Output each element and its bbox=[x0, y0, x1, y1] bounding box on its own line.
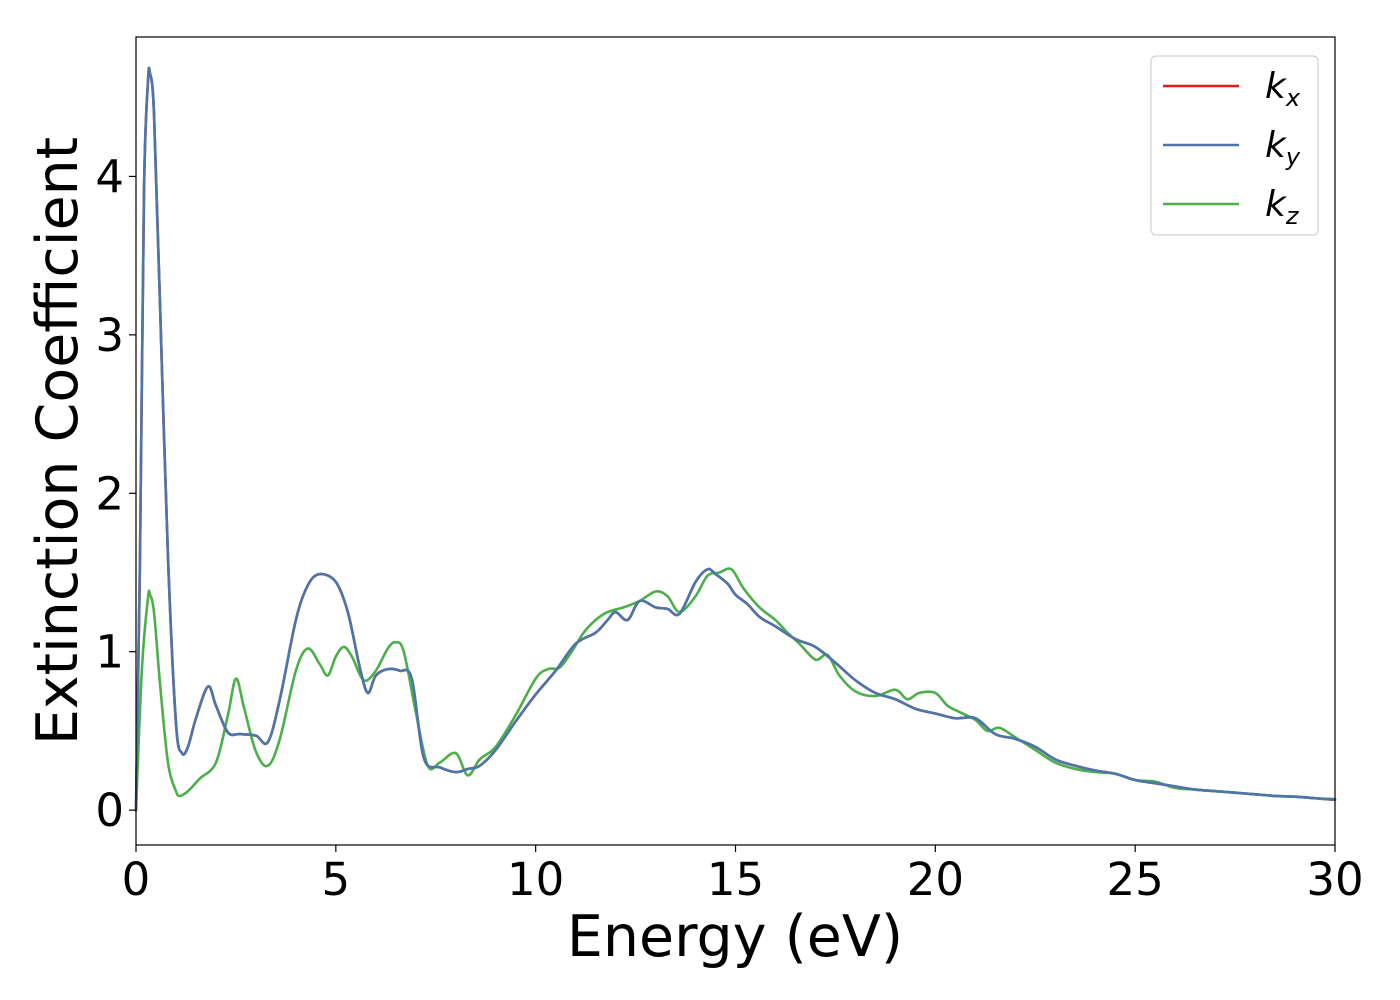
y-tick-label: 1 bbox=[95, 626, 124, 679]
ticks-layer: 0 5 10 15 20 25 30 0 1 2 3 4 bbox=[95, 150, 1363, 906]
legend-label-subscript: z bbox=[1285, 202, 1300, 230]
legend-label-z: kz bbox=[1265, 184, 1300, 230]
x-tick-label: 20 bbox=[907, 853, 964, 906]
series-layer bbox=[134, 66, 1337, 812]
y-tick-label: 2 bbox=[95, 467, 124, 520]
y-tick-label: 3 bbox=[95, 309, 124, 362]
legend-label-base: k bbox=[1265, 66, 1288, 107]
legend-label-subscript: x bbox=[1285, 84, 1301, 112]
x-tick-label: 30 bbox=[1306, 853, 1363, 906]
legend-label-base: k bbox=[1265, 125, 1288, 166]
legend-label-x: kx bbox=[1265, 66, 1301, 112]
legend-label-y: ky bbox=[1265, 125, 1301, 171]
x-tick-label: 10 bbox=[507, 853, 564, 906]
x-tick-label: 15 bbox=[707, 853, 764, 906]
legend-label-base: k bbox=[1265, 184, 1288, 225]
y-axis-label: Extinction Coefficient bbox=[25, 137, 91, 745]
x-tick-label: 25 bbox=[1107, 853, 1164, 906]
x-tick-label: 0 bbox=[122, 853, 151, 906]
x-tick-label: 5 bbox=[322, 853, 351, 906]
legend-label-subscript: y bbox=[1285, 143, 1301, 171]
y-tick-label: 0 bbox=[95, 784, 124, 837]
series-line-y bbox=[134, 66, 1337, 812]
x-axis-label: Energy (eV) bbox=[567, 904, 903, 970]
y-tick-label: 4 bbox=[95, 150, 124, 203]
series-line-z bbox=[134, 567, 1337, 812]
